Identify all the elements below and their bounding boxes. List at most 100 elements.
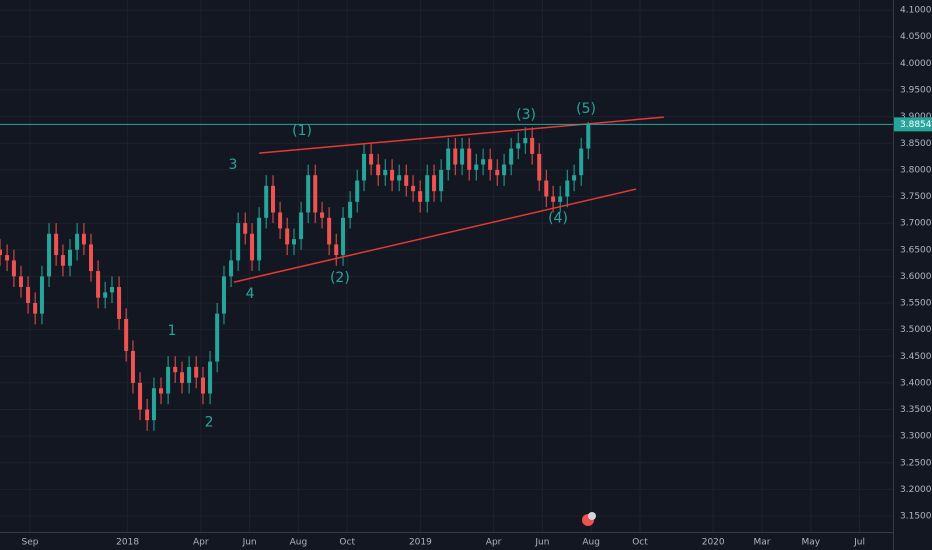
candle-body — [579, 148, 584, 176]
wave-label: 1 — [168, 323, 177, 339]
candle-body — [243, 223, 248, 234]
candle-body — [362, 153, 367, 181]
candle-body — [530, 137, 535, 154]
x-tick-label: Oct — [339, 538, 355, 548]
candle-body — [565, 180, 570, 197]
last-price-box — [894, 117, 932, 132]
y-tick-label: 3.60000 — [900, 272, 932, 282]
y-tick-label: 3.90000 — [900, 112, 932, 122]
candle-body — [495, 169, 500, 176]
wave-label: 3 — [229, 157, 238, 173]
wave-label: (2) — [330, 270, 350, 286]
candle-body — [39, 276, 44, 314]
y-tick-label: 3.55000 — [900, 299, 932, 309]
candle-body — [180, 372, 185, 383]
x-tick-label: Jul — [853, 538, 865, 548]
candle-body — [250, 233, 255, 261]
y-tick-label: 3.30000 — [900, 432, 932, 442]
candle-body — [5, 255, 10, 261]
candle-body — [285, 228, 290, 245]
candle-body — [474, 164, 479, 170]
candle-body — [348, 201, 353, 218]
candle-body — [467, 148, 472, 170]
candle-body — [236, 223, 241, 261]
candle-body — [187, 366, 192, 383]
candle-body — [327, 217, 332, 245]
candle-body — [537, 153, 542, 181]
candle-body — [124, 318, 129, 351]
candle-body — [151, 388, 156, 421]
candle-body — [271, 185, 276, 213]
candle-body — [18, 276, 23, 288]
candle-body — [103, 292, 108, 298]
candle-body — [313, 175, 318, 213]
x-tick-label: 2018 — [116, 538, 139, 548]
candle-body — [159, 388, 164, 394]
x-tick-label: 2019 — [409, 538, 432, 548]
candle-body — [586, 124, 591, 149]
wave-label: (4) — [548, 210, 568, 226]
x-tick-label: Apr — [486, 538, 502, 548]
wave-label: 4 — [246, 286, 255, 302]
candle-body — [453, 148, 458, 165]
labels: 3.15000 3.20000 3.25000 3.30000 3.35000 3.400… — [22, 6, 932, 548]
candle-body — [320, 212, 325, 218]
y-tick-label: 3.25000 — [900, 458, 932, 468]
candle-body — [488, 159, 493, 170]
flag-icon[interactable] — [582, 512, 596, 526]
candle-body — [89, 244, 94, 272]
wave-label: (1) — [292, 123, 312, 139]
candle-body — [229, 260, 234, 277]
candle-body — [257, 217, 262, 261]
candle-body — [75, 233, 80, 250]
wave-label: 2 — [205, 414, 214, 430]
candle-body — [145, 409, 150, 421]
candle-body — [117, 287, 122, 319]
candle-body — [369, 153, 374, 165]
y-tick-label: 4.00000 — [900, 59, 932, 69]
candle-body — [509, 148, 514, 165]
candle-body — [130, 350, 135, 383]
candle-body — [460, 148, 465, 165]
candle-body — [481, 159, 486, 165]
candle-body — [68, 249, 73, 266]
trend-line — [233, 188, 637, 283]
y-tick-label: 4.05000 — [900, 32, 932, 42]
candle-body — [194, 366, 199, 378]
candle-body — [26, 287, 31, 304]
candle-body — [11, 260, 16, 277]
candle-body — [81, 233, 86, 245]
candle-body — [397, 175, 402, 181]
candle-body — [523, 137, 528, 144]
candle-body — [54, 233, 59, 256]
x-tick-label: Oct — [632, 538, 648, 548]
y-tick-label: 3.80000 — [900, 165, 932, 175]
candle-body — [446, 148, 451, 170]
candle-body — [138, 382, 143, 410]
candle-body — [425, 175, 430, 202]
x-tick-label: Jun — [534, 538, 549, 548]
wave-label: (3) — [516, 107, 536, 123]
candle-body — [96, 271, 101, 298]
candle-body — [502, 164, 507, 176]
trend-line — [259, 116, 664, 154]
candle-body — [341, 217, 346, 256]
candle-body — [432, 175, 437, 192]
candle-body — [221, 276, 226, 314]
x-tick-label: May — [801, 538, 820, 548]
candle-body — [33, 303, 38, 314]
x-tick-label: Aug — [290, 538, 308, 548]
candle-body — [544, 180, 549, 197]
candle-body — [166, 366, 171, 394]
candle-body — [200, 377, 205, 394]
candle-body — [60, 255, 65, 266]
x-tick-label: Sep — [22, 538, 39, 548]
y-tick-label: 3.35000 — [900, 405, 932, 415]
y-tick-label: 3.45000 — [900, 352, 932, 362]
candle-body — [278, 212, 283, 229]
y-tick-label: 3.40000 — [900, 378, 932, 388]
candle-body — [418, 191, 423, 202]
candle-body — [390, 169, 395, 181]
